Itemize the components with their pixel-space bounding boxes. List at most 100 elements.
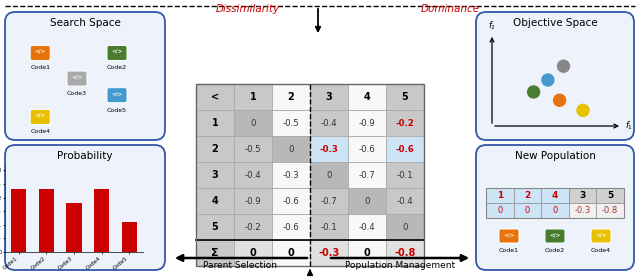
Text: -0.1: -0.1 bbox=[397, 170, 413, 180]
Bar bbox=[386, 214, 424, 240]
FancyBboxPatch shape bbox=[476, 145, 634, 270]
Text: </>: </> bbox=[72, 75, 83, 80]
Text: -0.4: -0.4 bbox=[321, 118, 337, 128]
Text: -0.5: -0.5 bbox=[244, 145, 261, 153]
Text: 1: 1 bbox=[250, 92, 257, 102]
Text: Σ: Σ bbox=[211, 248, 219, 258]
Text: Dominance: Dominance bbox=[420, 4, 479, 14]
Bar bbox=[234, 136, 272, 162]
Bar bbox=[310, 136, 348, 162]
Text: 0: 0 bbox=[288, 145, 294, 153]
Text: -0.4: -0.4 bbox=[397, 197, 413, 205]
Text: -0.6: -0.6 bbox=[396, 145, 415, 153]
Text: 5: 5 bbox=[607, 191, 613, 200]
Circle shape bbox=[527, 86, 540, 98]
Text: </>: </> bbox=[35, 113, 46, 118]
Bar bbox=[348, 162, 386, 188]
Bar bbox=[486, 188, 514, 203]
FancyBboxPatch shape bbox=[107, 88, 127, 103]
Bar bbox=[569, 188, 596, 203]
Bar bbox=[234, 214, 272, 240]
Bar bbox=[272, 110, 310, 136]
Text: -0.6: -0.6 bbox=[283, 197, 300, 205]
Bar bbox=[234, 84, 272, 110]
Text: -0.2: -0.2 bbox=[244, 222, 261, 232]
Bar bbox=[234, 240, 272, 266]
Bar bbox=[272, 214, 310, 240]
Text: Code4: Code4 bbox=[591, 248, 611, 253]
Text: 0: 0 bbox=[250, 118, 256, 128]
Text: 4: 4 bbox=[212, 196, 218, 206]
Bar bbox=[386, 240, 424, 266]
Text: Code2: Code2 bbox=[545, 248, 565, 253]
Circle shape bbox=[554, 94, 566, 106]
Bar bbox=[310, 188, 348, 214]
Text: -0.8: -0.8 bbox=[602, 206, 618, 215]
Text: 5: 5 bbox=[402, 92, 408, 102]
Text: -0.7: -0.7 bbox=[358, 170, 376, 180]
FancyBboxPatch shape bbox=[476, 12, 634, 140]
Bar bbox=[514, 203, 541, 218]
Text: </>: </> bbox=[595, 232, 607, 237]
Text: -0.3: -0.3 bbox=[283, 170, 300, 180]
Text: </>: </> bbox=[35, 49, 46, 54]
FancyBboxPatch shape bbox=[30, 110, 50, 125]
Text: 2: 2 bbox=[524, 191, 531, 200]
Text: Search Space: Search Space bbox=[49, 18, 120, 28]
Text: 2: 2 bbox=[212, 144, 218, 154]
Bar bbox=[310, 84, 348, 110]
Text: -0.6: -0.6 bbox=[283, 222, 300, 232]
Bar bbox=[196, 84, 424, 266]
Text: Code2: Code2 bbox=[107, 65, 127, 70]
Bar bbox=[541, 203, 569, 218]
Bar bbox=[196, 240, 234, 266]
Bar bbox=[386, 188, 424, 214]
Text: Objective Space: Objective Space bbox=[513, 18, 597, 28]
Bar bbox=[234, 162, 272, 188]
Text: New Population: New Population bbox=[515, 151, 595, 161]
Text: -0.7: -0.7 bbox=[321, 197, 337, 205]
Bar bbox=[348, 240, 386, 266]
Text: -0.1: -0.1 bbox=[321, 222, 337, 232]
Text: Code4: Code4 bbox=[30, 130, 51, 135]
Bar bbox=[67, 203, 81, 252]
Text: -0.4: -0.4 bbox=[244, 170, 261, 180]
Bar bbox=[94, 190, 109, 252]
Text: 0: 0 bbox=[364, 248, 371, 258]
Text: 3: 3 bbox=[579, 191, 586, 200]
Text: </>: </> bbox=[111, 91, 123, 96]
Circle shape bbox=[557, 60, 570, 72]
Text: 2: 2 bbox=[287, 92, 294, 102]
Bar bbox=[196, 136, 234, 162]
Bar bbox=[12, 190, 26, 252]
Bar bbox=[310, 162, 348, 188]
FancyBboxPatch shape bbox=[5, 12, 165, 140]
Bar bbox=[386, 84, 424, 110]
Text: Parent Selection: Parent Selection bbox=[203, 261, 277, 270]
Bar bbox=[348, 136, 386, 162]
Bar bbox=[272, 188, 310, 214]
Bar bbox=[386, 162, 424, 188]
Text: -0.9: -0.9 bbox=[358, 118, 375, 128]
Bar bbox=[596, 188, 624, 203]
Text: </>: </> bbox=[504, 232, 515, 237]
Bar bbox=[486, 188, 624, 218]
Bar bbox=[514, 188, 541, 203]
FancyBboxPatch shape bbox=[499, 229, 519, 243]
Text: 4: 4 bbox=[552, 191, 558, 200]
Text: -0.3: -0.3 bbox=[575, 206, 591, 215]
Text: Population Management: Population Management bbox=[345, 261, 455, 270]
Bar bbox=[272, 162, 310, 188]
Text: -0.8: -0.8 bbox=[394, 248, 416, 258]
Text: </>: </> bbox=[111, 49, 123, 54]
FancyBboxPatch shape bbox=[30, 46, 50, 60]
Text: -0.5: -0.5 bbox=[283, 118, 300, 128]
Text: Code3: Code3 bbox=[67, 91, 87, 96]
Bar bbox=[196, 162, 234, 188]
Bar bbox=[386, 136, 424, 162]
Text: 0: 0 bbox=[552, 206, 557, 215]
Text: Code5: Code5 bbox=[107, 108, 127, 113]
Bar bbox=[196, 214, 234, 240]
Bar bbox=[196, 84, 234, 110]
Bar bbox=[272, 84, 310, 110]
